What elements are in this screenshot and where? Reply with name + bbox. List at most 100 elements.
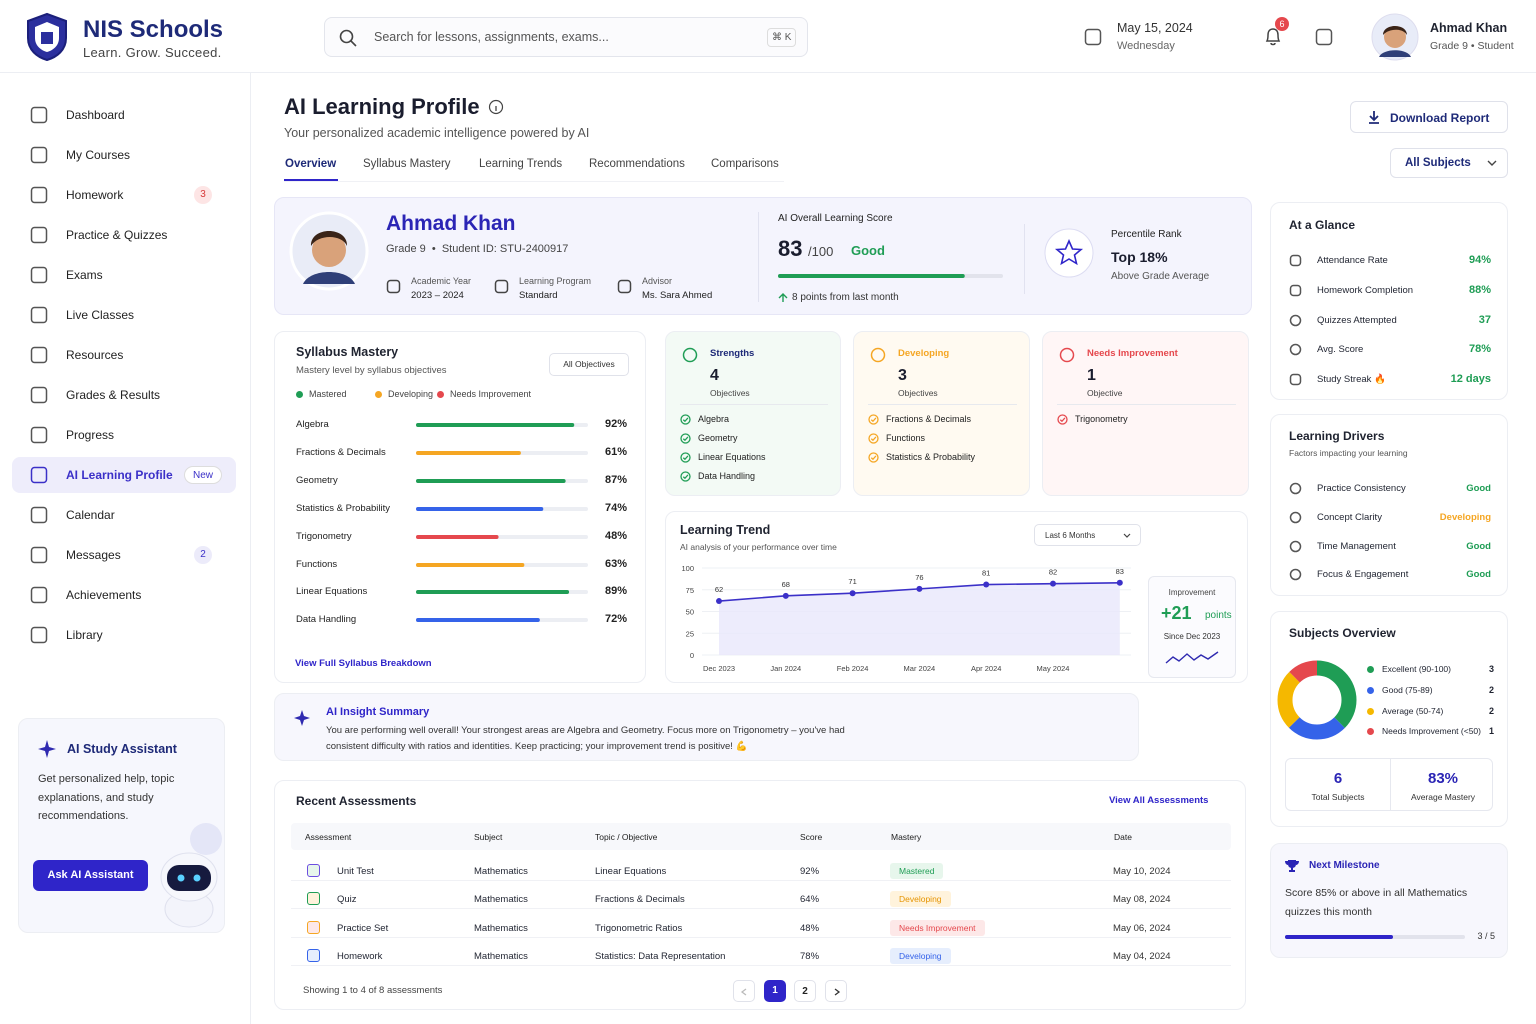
milestone-title: Next Milestone: [1309, 860, 1380, 871]
trend-point: [849, 590, 856, 597]
donut-segment: [1277, 660, 1357, 740]
stat-label: Average Mastery: [1410, 792, 1476, 802]
icon-shape: [494, 279, 509, 294]
nav-label: Practice & Quizzes: [66, 228, 168, 242]
trophy-icon: [1285, 860, 1299, 872]
icon: [1315, 28, 1333, 46]
trend-point: [983, 581, 990, 588]
group-item: Algebra: [698, 414, 730, 424]
drivers-card: Learning Drivers Factors impacting your l…: [1270, 414, 1508, 596]
score-value: 83: [778, 236, 803, 261]
range-filter[interactable]: Last 6 Months: [1034, 524, 1141, 546]
legend-label: Average (50-74): [1382, 705, 1444, 716]
tab[interactable]: Overview: [285, 158, 337, 170]
nav-item[interactable]: Grades & Results: [12, 377, 236, 413]
group-item: Fractions & Decimals: [886, 414, 972, 424]
icon: [30, 106, 48, 124]
legend-dot: [1367, 728, 1374, 736]
nav-item[interactable]: Achievements: [12, 577, 236, 613]
nav-item[interactable]: My Courses: [12, 137, 236, 173]
header-divider: [0, 72, 1536, 73]
objective-bar: [416, 450, 588, 455]
icon-shape: [1289, 511, 1302, 524]
icon-shape: [1289, 373, 1302, 386]
search-box[interactable]: Search for lessons, assignments, exams..…: [324, 17, 808, 57]
legend-dot: [1367, 707, 1374, 715]
icon: [30, 386, 48, 404]
syllabus-link[interactable]: View Full Syllabus Breakdown: [295, 658, 432, 669]
trend-area: [719, 582, 1120, 655]
nav-label: Homework: [66, 188, 124, 202]
tab[interactable]: Comparisons: [711, 158, 779, 170]
nav-item[interactable]: Live Classes: [12, 297, 236, 333]
page-button[interactable]: [733, 980, 755, 1002]
nav-item[interactable]: Exams: [12, 257, 236, 293]
tab[interactable]: Syllabus Mastery: [363, 158, 451, 170]
icon: [680, 452, 691, 463]
icon-shape: [1057, 414, 1068, 425]
nav-item[interactable]: Library: [12, 617, 236, 653]
card-title: Subjects Overview: [1289, 626, 1396, 640]
nav-item[interactable]: Resources: [12, 337, 236, 373]
icon: [680, 471, 691, 482]
card-subtitle: Mastery level by syllabus objectives: [296, 365, 447, 376]
card-title: Syllabus Mastery: [296, 345, 399, 359]
assessments-link[interactable]: View All Assessments: [1109, 795, 1209, 806]
nav-item[interactable]: AI Learning Profile New: [12, 457, 236, 493]
assistant-card: AI Study Assistant Get personalized help,…: [18, 718, 225, 933]
subject-filter[interactable]: All Subjects: [1390, 148, 1508, 178]
objective-bar: [416, 423, 588, 427]
user-role: Grade 9 • Student: [1430, 40, 1514, 52]
nav-item[interactable]: Homework 3: [12, 177, 236, 213]
assessment-subject: Mathematics: [474, 866, 528, 877]
nav-item[interactable]: Messages 2: [12, 537, 236, 573]
page-button[interactable]: [825, 980, 847, 1002]
nav-item[interactable]: Calendar: [12, 497, 236, 533]
icon-shape: [30, 586, 48, 604]
divider: [868, 404, 1017, 405]
trend-point: [1116, 579, 1123, 586]
assessment-type: Quiz: [337, 894, 357, 906]
nav-badge: 2: [194, 546, 212, 564]
robot-eye: [177, 874, 185, 882]
icon: [30, 426, 48, 444]
group-item: Functions: [886, 433, 926, 443]
nav-item[interactable]: Practice & Quizzes: [12, 217, 236, 253]
icon-shape: [1289, 540, 1302, 553]
objectives-filter[interactable]: All Objectives: [549, 353, 629, 376]
glance-label: Avg. Score: [1317, 344, 1364, 356]
nav-item[interactable]: Dashboard: [12, 97, 236, 133]
icon: [30, 466, 48, 484]
page-button[interactable]: 1: [764, 980, 786, 1002]
tab[interactable]: Recommendations: [589, 158, 685, 170]
download-button[interactable]: Download Report: [1350, 101, 1508, 133]
tab[interactable]: Learning Trends: [479, 158, 563, 170]
icon: [30, 346, 48, 364]
icon-shape: [30, 546, 48, 564]
icon: [1084, 28, 1102, 46]
page-button[interactable]: 2: [794, 980, 816, 1002]
icon: [870, 347, 886, 363]
mastery-bar: [416, 590, 570, 595]
group-title: Needs Improvement: [1087, 348, 1178, 359]
stat-value: 83%: [1427, 770, 1459, 787]
column-header: Date: [1114, 832, 1132, 842]
objective-name: Fractions & Decimals: [296, 446, 386, 458]
objective-value: 48%: [604, 529, 627, 542]
icon-shape: [870, 417, 877, 423]
card-subtitle: Factors impacting your learning: [1289, 448, 1408, 458]
nav-label: Dashboard: [66, 108, 125, 122]
icon-shape: [350, 40, 357, 47]
icon-shape: [1289, 568, 1302, 581]
objective-value: 87%: [604, 473, 627, 486]
legend-label: Needs Improvement: [450, 389, 532, 399]
nav-item[interactable]: Progress: [12, 417, 236, 453]
divider: [1024, 224, 1025, 294]
icon: [30, 586, 48, 604]
icon-shape: [1084, 28, 1102, 46]
assistant-button[interactable]: Ask AI Assistant: [33, 860, 148, 891]
chevron: [740, 988, 747, 996]
date: May 15, 2024: [1117, 21, 1193, 35]
driver-value: Good: [1466, 541, 1491, 552]
assessment-score: 92%: [800, 866, 820, 877]
